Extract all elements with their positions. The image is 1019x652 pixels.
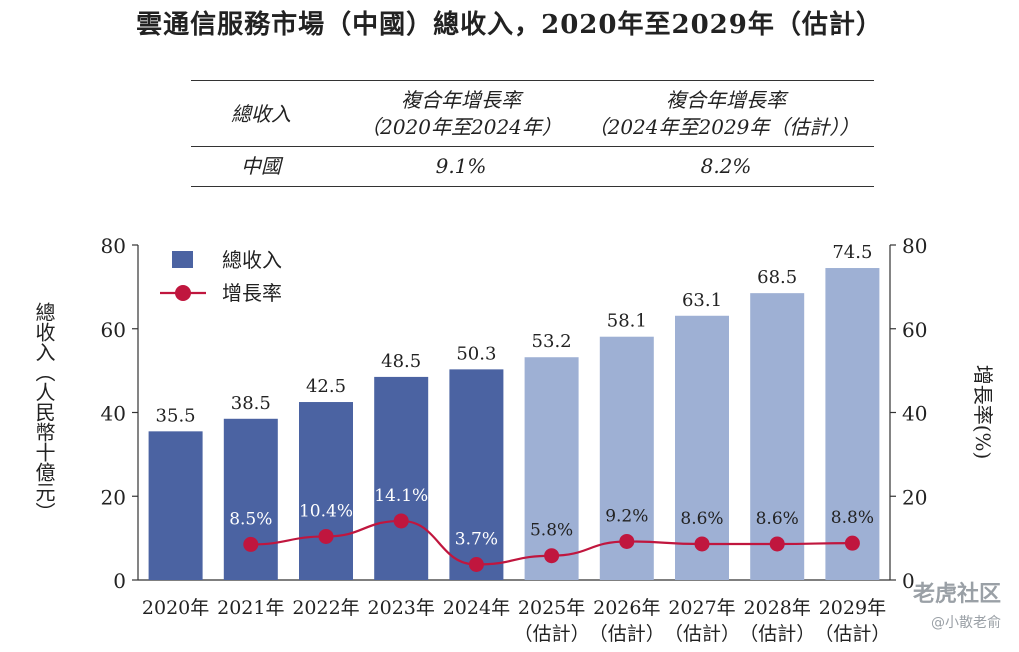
x-tick-sublabel: （估計） <box>739 623 815 645</box>
bar <box>524 357 579 580</box>
legend-line-label: 增長率 <box>222 281 282 305</box>
bar-value-label: 38.5 <box>231 393 271 414</box>
growth-value-label: 8.6% <box>680 509 723 529</box>
x-tick-sublabel: （估計） <box>814 623 890 645</box>
bar-series <box>148 268 880 580</box>
growth-value-label: 10.4% <box>299 501 353 521</box>
bar <box>449 369 504 580</box>
growth-line-series <box>243 513 860 573</box>
growth-point <box>769 536 785 552</box>
table-row-cagr2: 8.2% <box>700 154 752 178</box>
growth-point <box>393 513 409 529</box>
y-tick-label-left: 80 <box>101 234 126 258</box>
table-header-cagr2-line1: 複合年增長率 <box>666 88 786 112</box>
bar-value-label: 50.3 <box>456 343 496 364</box>
bar-value-label: 35.5 <box>156 405 196 426</box>
bar <box>148 431 203 580</box>
growth-point <box>318 528 334 544</box>
y-tick-label-right: 60 <box>902 318 927 342</box>
x-tick-label: 2029年 <box>819 597 886 619</box>
watermark-author: @小散老俞 <box>931 615 1001 631</box>
bar-value-label: 74.5 <box>832 242 872 263</box>
x-tick-sublabel: （估計） <box>514 623 590 645</box>
x-tick-label: 2022年 <box>292 597 359 619</box>
legend-line-marker <box>175 285 191 301</box>
growth-point <box>243 536 259 552</box>
bar <box>750 293 805 580</box>
bar-value-labels: 35.5 38.5 42.5 48.5 50.3 53.2 58.1 63.1 68.5 74.5 <box>156 242 873 426</box>
x-tick-sublabel: （估計） <box>589 623 665 645</box>
x-tick-labels: 2020年 2021年 2022年 2023年 2024年 2025年（估計）2026年（… <box>142 597 890 645</box>
x-tick-label: 2020年 <box>142 597 209 619</box>
growth-point <box>619 533 635 549</box>
table-row-label: 中國 <box>241 154 281 178</box>
legend-bar-label: 總收入 <box>222 248 282 272</box>
table-header-cagr1-line1: 複合年增長率 <box>401 88 521 112</box>
y-tick-label-left: 0 <box>113 569 126 593</box>
y-axis-left-title: 總收入（人民幣十億元） <box>32 302 56 522</box>
table-bottom-rule <box>191 186 874 187</box>
table-mid-rule <box>191 146 874 147</box>
x-tick-label: 2021年 <box>217 597 284 619</box>
x-tick-label: 2023年 <box>368 597 435 619</box>
table-top-rule <box>191 80 874 81</box>
growth-value-label: 3.7% <box>455 530 498 550</box>
bar <box>223 418 278 580</box>
growth-value-label: 8.8% <box>831 508 874 528</box>
bar-value-label: 68.5 <box>757 267 797 288</box>
y-tick-label-left: 40 <box>101 402 126 426</box>
table-header-cagr1-line2: （2020年至2024年） <box>360 115 562 139</box>
growth-point <box>544 548 560 564</box>
bar <box>374 376 429 580</box>
x-tick-label: 2028年 <box>744 597 811 619</box>
y-tick-label-right: 40 <box>902 402 927 426</box>
growth-point <box>844 535 860 551</box>
x-tick-label: 2026年 <box>593 597 660 619</box>
growth-point <box>468 557 484 573</box>
y-tick-label-right: 20 <box>902 485 927 509</box>
x-tick-label: 2027年 <box>668 597 735 619</box>
growth-value-labels: 8.5% 10.4% 14.1% 3.7% 5.8% 9.2% 8.6% 8.6% 8.8% <box>229 486 874 550</box>
growth-value-label: 8.5% <box>229 509 272 529</box>
table-row-cagr1: 9.1% <box>435 154 487 178</box>
legend-bar-swatch <box>172 251 193 268</box>
growth-point <box>694 536 710 552</box>
chart-title: 雲通信服務市場（中國）總收入，2020年至2029年（估計） <box>136 10 883 40</box>
bar <box>299 402 353 580</box>
growth-value-label: 9.2% <box>605 506 648 526</box>
x-tick-sublabel: （估計） <box>664 623 740 645</box>
table-header-total: 總收入 <box>231 102 291 126</box>
y-tick-label-left: 60 <box>101 318 126 342</box>
bar-value-label: 58.1 <box>607 311 647 332</box>
growth-line <box>250 519 853 566</box>
bar-value-label: 48.5 <box>381 351 421 372</box>
growth-value-label: 5.8% <box>530 521 573 541</box>
bar-value-label: 63.1 <box>682 290 722 311</box>
watermark-brand: 老虎社区 <box>912 582 1001 607</box>
bar <box>675 315 729 580</box>
y-axis-right-title: 增長率(%) <box>971 365 995 460</box>
bar <box>825 268 880 580</box>
growth-value-label: 14.1% <box>374 486 428 506</box>
bar-value-label: 53.2 <box>532 331 572 352</box>
growth-value-label: 8.6% <box>756 509 799 529</box>
x-tick-label: 2024年 <box>443 597 510 619</box>
watermark: 老虎社区 @小散老俞 <box>913 576 1001 632</box>
y-tick-label-left: 20 <box>101 485 126 509</box>
x-tick-label: 2025年 <box>518 597 585 619</box>
table-header-cagr2-line2: （2024年至2029年（估計）） <box>587 115 860 139</box>
bar-value-label: 42.5 <box>306 376 346 397</box>
y-tick-label-right: 0 <box>902 569 915 593</box>
y-tick-label-right: 80 <box>902 234 927 258</box>
